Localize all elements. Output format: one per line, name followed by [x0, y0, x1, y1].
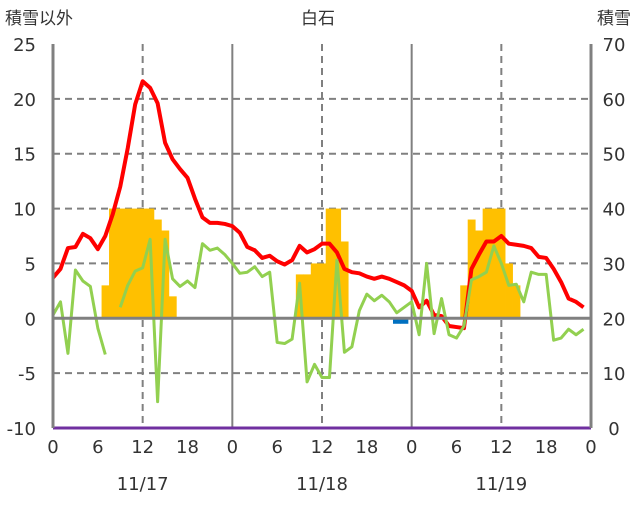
bar: [325, 208, 334, 319]
y-tick-label: 20: [13, 90, 36, 111]
bar: [101, 285, 110, 319]
x-tick-label: 6: [92, 437, 103, 458]
left-axis-label: 積雪以外: [5, 9, 73, 29]
y2-tick-label: 30: [603, 254, 626, 275]
y2-tick-label: 0: [608, 419, 619, 440]
bar: [303, 274, 312, 319]
bar: [318, 263, 327, 319]
y-tick-label: -10: [7, 419, 36, 440]
bar: [116, 208, 125, 319]
date-label: 11/18: [296, 474, 348, 495]
x-tick-label: 6: [271, 437, 282, 458]
date-label: 11/17: [117, 474, 169, 495]
chart-title: 白石: [301, 9, 335, 29]
bar: [460, 285, 469, 319]
bar: [505, 263, 513, 319]
bar: [168, 296, 177, 319]
bar: [123, 208, 132, 319]
y-tick-label: 25: [13, 35, 36, 56]
bar: [161, 230, 170, 319]
y-tick-label: 5: [25, 254, 36, 275]
x-tick-label: 12: [311, 437, 334, 458]
bar: [512, 285, 521, 319]
x-tick-label: 12: [490, 437, 513, 458]
y-tick-label: -5: [18, 364, 36, 385]
y-tick-label: 0: [25, 309, 36, 330]
y2-tick-label: 10: [603, 364, 626, 385]
x-tick-label: 0: [406, 437, 417, 458]
y2-tick-label: 40: [603, 200, 626, 221]
bar: [340, 241, 349, 319]
bar: [310, 263, 319, 319]
x-tick-label: 18: [355, 437, 378, 458]
date-label: 11/19: [475, 474, 527, 495]
y2-tick-label: 20: [603, 309, 626, 330]
bar: [475, 230, 484, 319]
bar: [482, 208, 491, 319]
bar: [153, 219, 162, 319]
bar: [109, 208, 117, 319]
x-tick-label: 18: [176, 437, 199, 458]
bar: [392, 318, 401, 324]
y-tick-label: 10: [13, 200, 36, 221]
series-green: [118, 237, 585, 404]
x-tick-label: 0: [227, 437, 238, 458]
bar: [400, 318, 409, 324]
x-tick-label: 0: [47, 437, 58, 458]
series-green: [51, 268, 107, 355]
x-tick-label: 18: [535, 437, 558, 458]
right-axis-label: 積雪: [597, 9, 631, 29]
bar: [131, 208, 140, 319]
bar: [490, 208, 498, 319]
x-tick-label: 0: [585, 437, 596, 458]
y2-tick-label: 50: [603, 145, 626, 166]
x-tick-label: 12: [131, 437, 154, 458]
y2-tick-label: 60: [603, 90, 626, 111]
y-tick-label: 15: [13, 145, 36, 166]
lines: [51, 79, 591, 430]
series-red: [51, 79, 585, 331]
y2-tick-label: 70: [603, 35, 626, 56]
x-tick-label: 6: [451, 437, 462, 458]
